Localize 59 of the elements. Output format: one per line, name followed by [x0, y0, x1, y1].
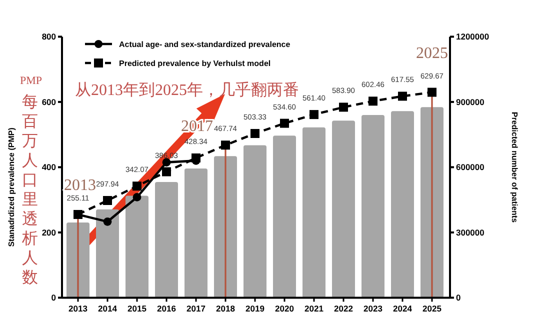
point [103, 196, 112, 205]
point [398, 92, 407, 101]
annotation: 2025 [416, 45, 448, 62]
bar [391, 111, 414, 298]
y-tick-label: 200 [42, 227, 56, 238]
x-tick-label: 2021 [304, 304, 324, 314]
y-tick-label: 600 [42, 96, 56, 107]
bar [155, 182, 178, 298]
point [221, 140, 230, 150]
y-tick-label: 800 [42, 32, 56, 42]
point [368, 96, 378, 106]
y2-tick-label: 0 [456, 292, 461, 303]
bar [362, 115, 384, 298]
bar [273, 136, 296, 298]
x-tick-label: 2018 [216, 304, 236, 314]
y2-tick-label: 1200000 [456, 32, 490, 42]
x-tick-label: 2015 [128, 304, 147, 314]
bar [332, 120, 355, 298]
point [103, 217, 112, 226]
text: PMP [20, 75, 42, 87]
x-tick-label: 2019 [246, 304, 265, 314]
x-tick-label: 2025 [422, 304, 442, 314]
vertical-note: 每百万人口里透析人数 [22, 94, 38, 286]
point [250, 128, 260, 138]
y2-tick-label: 600000 [456, 162, 485, 172]
bar [420, 107, 444, 298]
x-tick-label: 2020 [275, 304, 294, 314]
bar [302, 127, 326, 298]
x-tick-label: 2024 [393, 304, 412, 314]
y-tick-label: 0 [51, 292, 56, 303]
y2-tick-label: 900000 [456, 96, 485, 107]
point [162, 158, 171, 167]
legend-label: Predicted prevalence by Verhulst model [119, 59, 271, 68]
y-tick-label: 400 [42, 162, 56, 172]
point [339, 102, 348, 112]
x-tick-label: 2014 [98, 304, 118, 314]
bar [244, 145, 266, 298]
point [162, 167, 171, 176]
legend-label: Actual age- and sex-standardized prevalence [119, 40, 291, 49]
y2-axis-title: Predicted number of patients [510, 112, 519, 224]
point [310, 110, 318, 120]
annotation: 从2013年到2025年，几乎翻两番 [75, 81, 299, 99]
point [192, 153, 200, 162]
y-axis-title: Stanadrdized prevalence (PMP) [7, 127, 16, 247]
annotation: 2013 [64, 177, 96, 194]
point [280, 118, 289, 128]
bar [96, 209, 119, 298]
bar [126, 196, 148, 298]
x-tick-label: 2023 [364, 304, 383, 314]
x-tick-label: 2017 [186, 304, 206, 314]
bar [66, 222, 90, 298]
x-tick-label: 2022 [334, 304, 354, 314]
x-tick-label: 2013 [68, 304, 88, 314]
y2-tick-label: 300000 [456, 227, 485, 238]
point [132, 193, 142, 202]
point [132, 182, 142, 191]
point [428, 88, 436, 97]
bar [184, 168, 208, 298]
x-tick-label: 2016 [157, 304, 176, 314]
